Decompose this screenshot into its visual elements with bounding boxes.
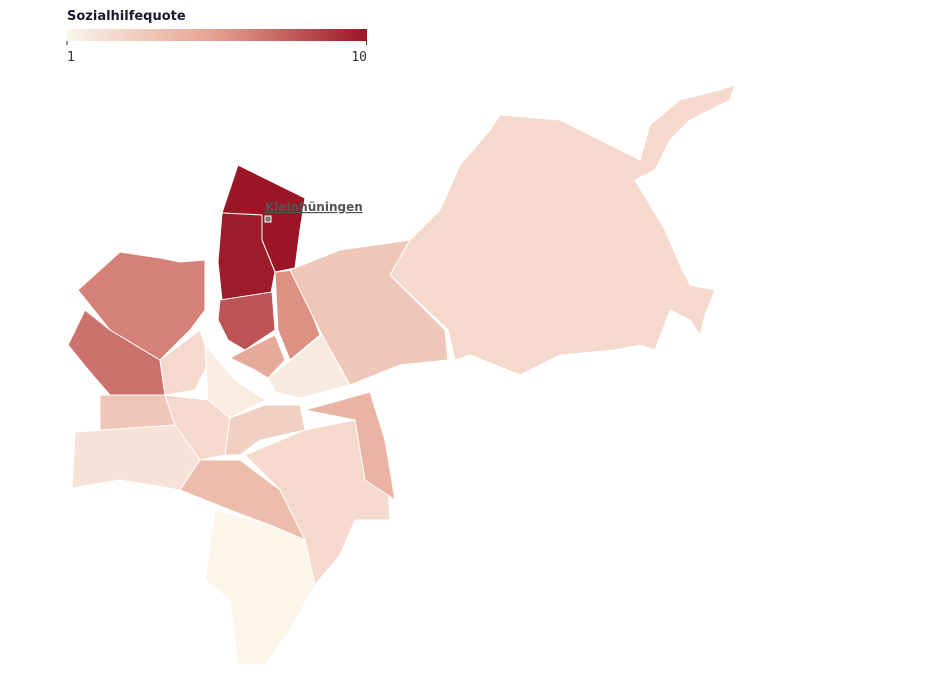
district	[71, 424, 201, 491]
district	[204, 344, 266, 419]
legend-title: Sozialhilfequote	[67, 9, 186, 24]
district	[244, 419, 391, 586]
legend-tick-label: 10	[351, 50, 367, 65]
regions	[67, 84, 736, 666]
district	[389, 84, 736, 376]
place-marker	[264, 215, 272, 223]
place-label[interactable]: Kleinhüningen	[265, 200, 363, 214]
district	[267, 334, 351, 399]
legend-bar	[67, 29, 367, 41]
legend-tick-label: 1	[67, 50, 75, 65]
district	[204, 509, 316, 666]
district	[304, 391, 396, 501]
district	[217, 212, 276, 301]
district	[224, 404, 306, 456]
district	[159, 329, 211, 396]
legend-ticks: 1 10	[66, 41, 367, 65]
